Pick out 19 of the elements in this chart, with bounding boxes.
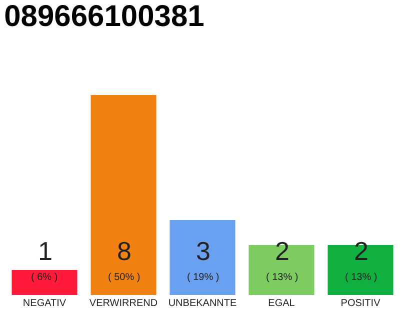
data-label: 2: [275, 236, 290, 266]
x-tick-label: NEGATIV: [22, 298, 66, 309]
bar: [170, 220, 236, 295]
data-label: 1: [38, 236, 52, 266]
bar: [90, 95, 156, 295]
bar: [12, 270, 78, 295]
data-label: 3: [196, 236, 210, 266]
x-tick-label: VERWIRREND: [89, 298, 158, 309]
annotation: ( 13% ): [345, 272, 378, 283]
data-label: 8: [117, 236, 132, 266]
chart-title: 089666100381: [4, 0, 204, 33]
annotation: ( 6% ): [31, 272, 58, 283]
x-tick-label: EGAL: [268, 298, 296, 309]
data-label: 2: [354, 236, 368, 266]
x-tick-label: POSITIV: [340, 298, 381, 309]
annotation: ( 19% ): [187, 272, 220, 283]
annotation: ( 13% ): [266, 272, 298, 283]
x-tick-label: UNBEKANNTE: [168, 298, 237, 309]
annotation: ( 50% ): [108, 272, 140, 283]
